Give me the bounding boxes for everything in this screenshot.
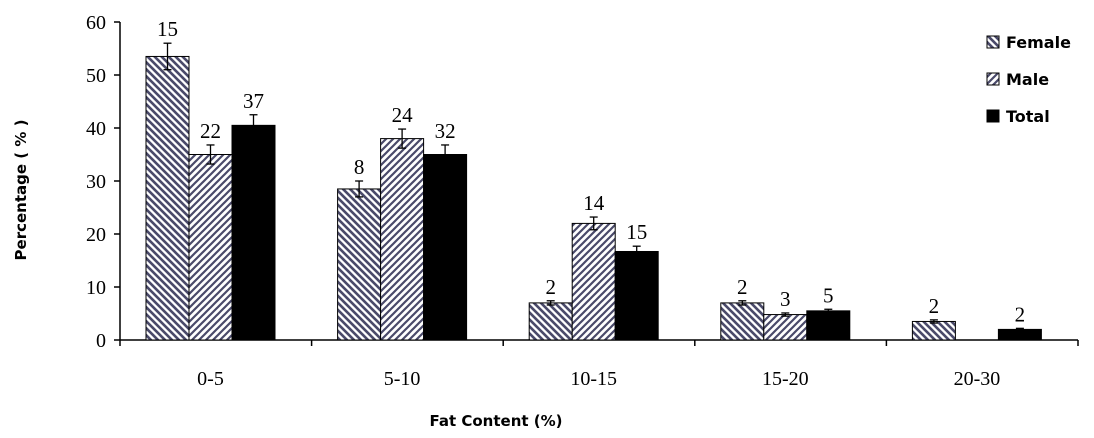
legend-label-male: Male — [1006, 70, 1049, 89]
bar-male — [571, 222, 616, 341]
data-label: 14 — [583, 191, 605, 215]
bar-total — [423, 154, 468, 341]
data-label: 32 — [435, 119, 456, 143]
legend-swatch-male — [986, 72, 1000, 86]
data-label: 15 — [626, 220, 647, 244]
x-tick-label: 0-5 — [197, 368, 224, 390]
data-label: 15 — [157, 17, 178, 41]
bar-male — [188, 154, 233, 341]
x-tick-label: 20-30 — [954, 368, 1001, 390]
y-tick-label: 40 — [86, 118, 106, 140]
y-tick-label: 50 — [86, 65, 106, 87]
y-tick-label: 0 — [96, 330, 106, 352]
data-label: 37 — [243, 89, 264, 113]
data-label: 5 — [823, 283, 834, 307]
legend-label-female: Female — [1006, 33, 1071, 52]
legend-swatch-total — [986, 109, 1000, 123]
bar-male — [763, 314, 808, 341]
bar-total — [614, 250, 659, 341]
data-label: 2 — [1015, 302, 1026, 326]
legend-swatch-female — [986, 35, 1000, 49]
bar-female — [911, 320, 956, 341]
data-label: 24 — [392, 103, 414, 127]
x-axis: 0-5 5-10 10-15 15-20 20-30 — [119, 339, 1079, 390]
bar-total — [806, 310, 851, 341]
bar-female — [145, 55, 190, 341]
y-tick-label: 20 — [86, 224, 106, 246]
bar-total — [231, 124, 276, 341]
y-axis: 0 10 20 30 40 50 60 — [86, 12, 121, 352]
bar-female — [337, 188, 382, 341]
y-tick-label: 30 — [86, 171, 106, 193]
x-axis-title: Fat Content (%) — [429, 412, 562, 430]
legend: Female Male Total — [986, 33, 1071, 126]
y-tick-label: 10 — [86, 277, 106, 299]
x-tick-label: 10-15 — [570, 368, 617, 390]
data-label: 2 — [737, 275, 748, 299]
data-label: 8 — [354, 155, 365, 179]
bars-group — [145, 42, 1042, 341]
data-label: 2 — [545, 275, 556, 299]
y-axis-title: Percentage ( % ) — [12, 120, 30, 261]
data-label: 3 — [780, 287, 791, 311]
legend-label-total: Total — [1006, 107, 1050, 126]
x-tick-label: 5-10 — [384, 368, 421, 390]
bar-male — [380, 138, 425, 341]
data-label: 22 — [200, 119, 221, 143]
y-tick-label: 60 — [86, 12, 106, 34]
x-tick-label: 15-20 — [762, 368, 809, 390]
data-label: 2 — [929, 294, 940, 318]
bar-female — [528, 302, 573, 341]
bar-female — [720, 302, 765, 341]
